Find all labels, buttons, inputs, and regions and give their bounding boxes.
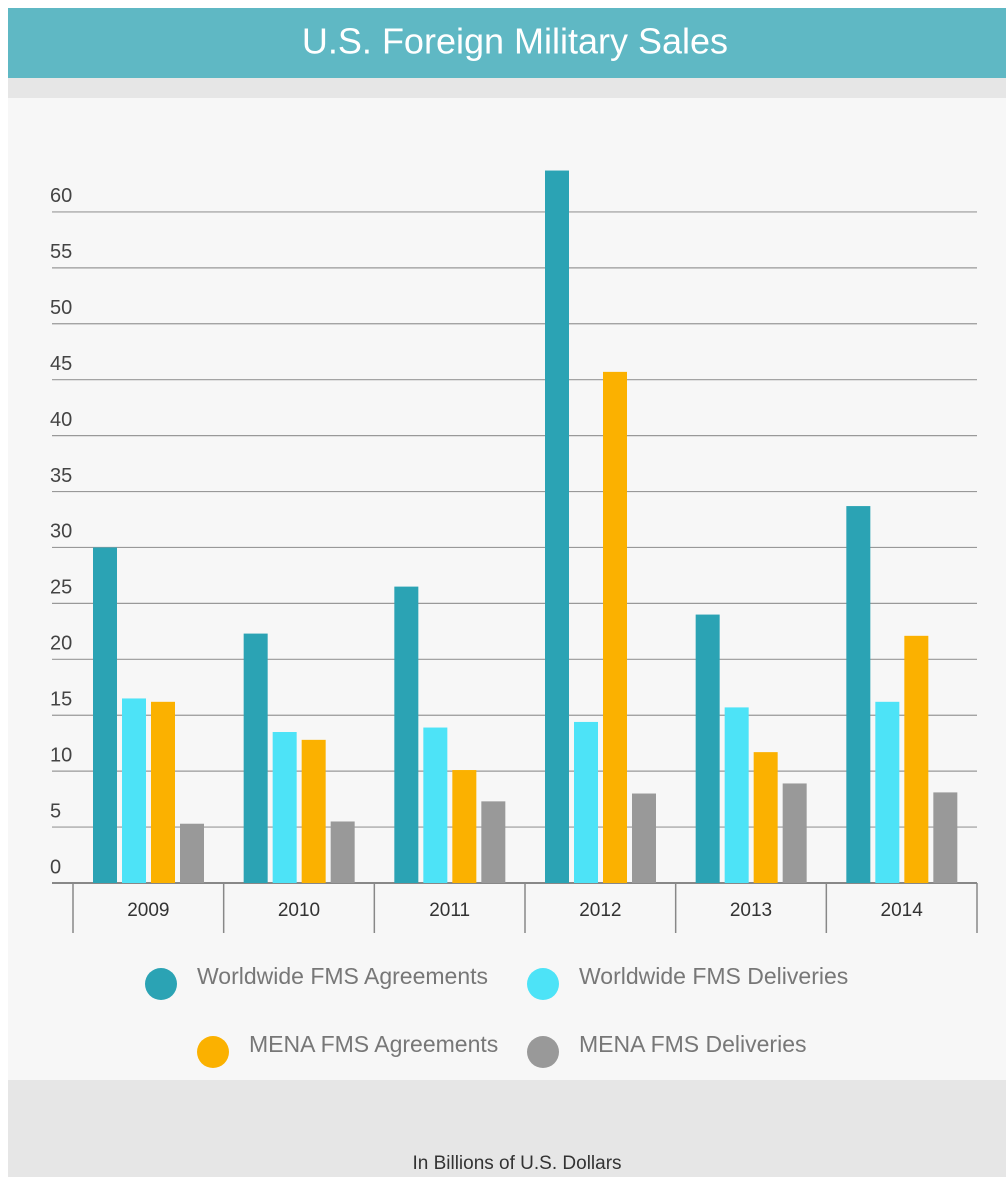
legend-swatch	[145, 968, 177, 1000]
y-tick-label: 20	[50, 633, 72, 655]
y-tick-label: 40	[50, 409, 72, 431]
legend-label: MENA FMS Deliveries	[579, 1031, 806, 1057]
bar	[243, 633, 268, 883]
bar	[875, 701, 900, 883]
legend-label: MENA FMS Agreements	[249, 1031, 498, 1057]
x-tick-label: 2013	[730, 900, 772, 921]
legend-label: Worldwide FMS Agreements	[197, 963, 488, 989]
bar	[301, 739, 326, 883]
bar	[933, 792, 958, 883]
bar	[904, 635, 929, 883]
x-tick-label: 2012	[579, 900, 621, 921]
bar	[724, 707, 749, 883]
bar	[753, 752, 778, 883]
x-tick-label: 2011	[429, 900, 470, 921]
chart-title: U.S. Foreign Military Sales	[302, 21, 728, 62]
title-bar	[8, 8, 1006, 78]
bar	[603, 371, 627, 883]
bar	[330, 821, 355, 883]
plot-panel	[8, 98, 1006, 1080]
y-tick-label: 50	[50, 297, 72, 319]
y-tick-label: 35	[50, 465, 72, 487]
bar	[695, 614, 720, 883]
legend-swatch	[527, 1036, 559, 1068]
bar	[93, 547, 117, 883]
bar	[846, 506, 871, 883]
x-tick-label: 2014	[881, 900, 924, 921]
caption: In Billions of U.S. Dollars	[412, 1153, 621, 1174]
y-tick-label: 0	[50, 856, 61, 878]
y-tick-label: 25	[50, 577, 72, 599]
y-tick-label: 60	[50, 185, 72, 207]
y-tick-label: 10	[50, 744, 72, 766]
bar	[180, 823, 204, 883]
y-tick-label: 15	[50, 689, 72, 711]
y-tick-label: 55	[50, 241, 72, 263]
bar	[782, 783, 807, 883]
y-tick-label: 30	[50, 521, 72, 543]
footer-band	[8, 1080, 1006, 1177]
x-tick-label: 2010	[278, 900, 320, 921]
bar	[151, 701, 175, 883]
bar	[452, 770, 477, 883]
x-tick-label: 2009	[127, 900, 169, 921]
y-tick-label: 45	[50, 353, 72, 375]
bar	[632, 793, 656, 883]
legend-label: Worldwide FMS Deliveries	[579, 963, 848, 989]
bar	[574, 721, 598, 883]
legend-swatch	[527, 968, 559, 1000]
y-tick-label: 5	[50, 800, 61, 822]
bar	[423, 727, 448, 883]
band	[8, 78, 1006, 98]
bar	[122, 698, 146, 883]
bar	[394, 586, 419, 883]
legend-swatch	[197, 1036, 229, 1068]
bar	[545, 170, 569, 884]
bar	[272, 732, 297, 883]
bar	[481, 801, 506, 883]
